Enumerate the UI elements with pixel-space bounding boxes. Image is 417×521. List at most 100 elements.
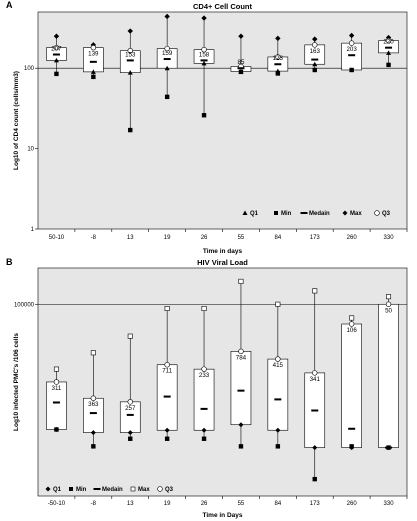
- q1-marker: [312, 61, 318, 67]
- x-tick-label: 26: [201, 235, 208, 241]
- q3-marker: [164, 362, 170, 368]
- q1-marker: [90, 430, 96, 436]
- q1-marker: [127, 70, 133, 75]
- data-label: 711: [162, 368, 172, 375]
- legend-label: Max: [138, 487, 150, 493]
- chart-title: CD4+ Cell Count: [193, 2, 252, 11]
- x-tick-label: 19: [164, 235, 171, 241]
- y-tick-label: 1: [31, 227, 35, 233]
- q1-marker: [312, 445, 318, 451]
- max-marker: [164, 305, 170, 311]
- legend-marker: [93, 488, 101, 490]
- x-tick-label: 84: [275, 501, 282, 507]
- panel-label: A: [6, 0, 13, 10]
- q3-marker: [53, 379, 60, 385]
- data-label: 153: [125, 51, 136, 58]
- data-label: 311: [52, 385, 62, 392]
- y-axis-label: Log10 of CD4 count (cells/mm3): [13, 71, 20, 170]
- q3-marker: [385, 301, 392, 307]
- legend-marker: [130, 486, 136, 492]
- q1-marker: [238, 68, 244, 74]
- q1-marker: [53, 57, 59, 63]
- x-tick-label: 55: [238, 235, 245, 241]
- q1-marker: [386, 50, 392, 55]
- median-marker: [126, 59, 134, 62]
- box: [267, 358, 289, 431]
- q1-marker: [349, 67, 355, 72]
- median-marker: [200, 407, 208, 410]
- q1-marker: [53, 426, 59, 432]
- y-tick-label: 100000: [14, 302, 35, 308]
- x-axis-label: Time in Days: [203, 512, 243, 519]
- legend-marker: [242, 210, 248, 215]
- q1-marker: [275, 68, 281, 74]
- legend-marker: [69, 487, 73, 491]
- max-marker: [275, 35, 281, 42]
- min-marker: [275, 444, 281, 449]
- max-marker: [312, 288, 318, 294]
- data-label: 85: [238, 59, 245, 66]
- data-label: 784: [236, 354, 247, 361]
- median-marker: [311, 58, 319, 61]
- median-marker: [311, 409, 319, 412]
- q1-marker: [201, 60, 207, 66]
- q1-marker: [275, 427, 281, 433]
- x-tick-label: 330: [384, 501, 395, 507]
- q3-marker: [275, 356, 281, 362]
- data-label: 159: [162, 50, 173, 57]
- q1-marker: [90, 69, 96, 74]
- x-tick-label: 173: [310, 235, 321, 241]
- q3-marker: [312, 42, 318, 48]
- q3-marker: [53, 44, 60, 51]
- data-label: 257: [125, 405, 136, 412]
- min-marker: [128, 127, 133, 133]
- max-marker: [201, 305, 207, 311]
- x-tick-label: 50-10: [49, 235, 65, 241]
- min-marker: [164, 94, 170, 100]
- data-label: 233: [199, 372, 210, 379]
- q3-marker: [348, 321, 355, 327]
- q1-marker: [127, 430, 133, 436]
- legend-label: Min: [281, 211, 292, 217]
- data-label: 106: [346, 327, 357, 334]
- legend-label: Q3: [165, 487, 174, 493]
- median-marker: [52, 53, 60, 56]
- min-marker: [164, 436, 170, 441]
- max-marker: [90, 350, 96, 356]
- q3-marker: [348, 40, 355, 46]
- x-tick-label: -50-10: [48, 501, 66, 507]
- data-label: 363: [88, 401, 99, 408]
- data-label: 341: [310, 376, 321, 383]
- legend-label: Medain: [102, 487, 123, 493]
- data-label: 50: [385, 307, 392, 314]
- x-tick-label: 260: [347, 235, 358, 241]
- min-marker: [54, 71, 59, 77]
- legend-marker: [45, 486, 51, 492]
- max-marker: [238, 278, 244, 284]
- x-tick-label: 13: [127, 501, 134, 507]
- min-marker: [201, 113, 207, 118]
- median-marker: [89, 412, 97, 415]
- median-marker: [348, 427, 356, 430]
- median-marker: [126, 413, 134, 416]
- legend-label: Q1: [53, 487, 62, 493]
- max-marker: [348, 32, 355, 39]
- legend-label: Medain: [309, 211, 330, 217]
- data-label: 415: [273, 362, 284, 369]
- legend-label: Min: [76, 487, 87, 493]
- max-marker: [53, 366, 59, 372]
- box: [378, 303, 399, 448]
- y-tick-label: 10: [27, 147, 34, 153]
- max-marker: [90, 42, 97, 48]
- median-marker: [274, 63, 282, 66]
- x-tick-label: 55: [238, 501, 245, 507]
- q1-marker: [164, 65, 170, 71]
- min-marker: [238, 444, 244, 449]
- panel-label: B: [6, 257, 13, 267]
- x-tick-label: 19: [164, 501, 171, 507]
- data-label: 123: [273, 55, 284, 62]
- data-label: 163: [310, 48, 321, 55]
- min-marker: [312, 476, 317, 482]
- data-label: 139: [88, 51, 99, 58]
